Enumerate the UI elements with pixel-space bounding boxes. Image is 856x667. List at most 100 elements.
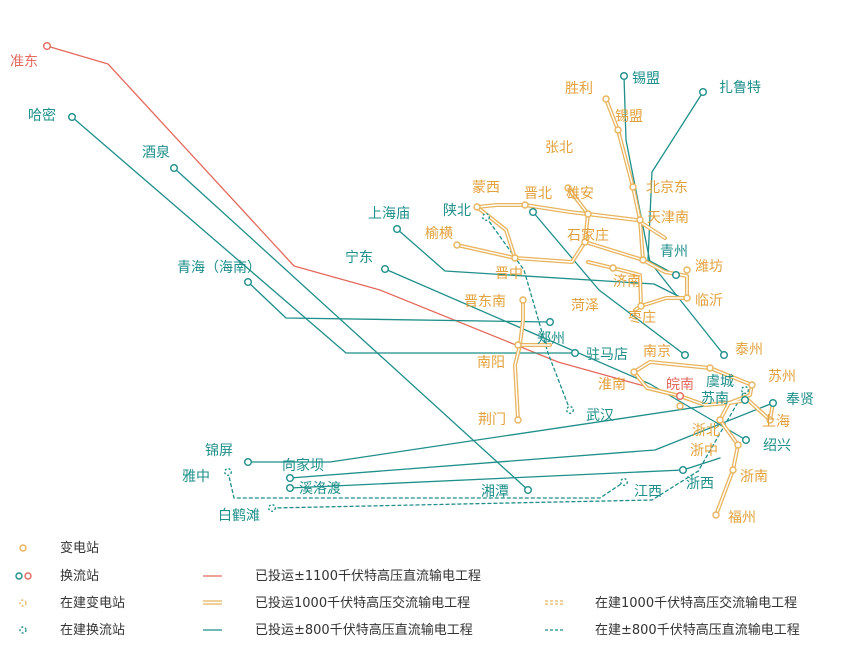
line-baihetan-zhexi xyxy=(271,469,701,509)
station-qinghai xyxy=(243,278,252,287)
label-wuhan: 武汉 xyxy=(586,408,614,424)
label-wannan: 皖南 xyxy=(666,377,694,393)
station-shanghaimiao xyxy=(393,224,402,233)
station-fengxian xyxy=(769,399,778,408)
station-jinbei-ac xyxy=(521,201,529,209)
line-zhundong-wannan xyxy=(46,45,681,397)
label-fengxian: 奉贤 xyxy=(786,392,814,408)
label-zhenan: 浙南 xyxy=(740,469,768,485)
station-yazhong xyxy=(223,468,232,477)
legend-800kv-dc-construction-label: 在建±800千伏特高压直流输电工程 xyxy=(595,622,800,638)
station-jinbei xyxy=(529,207,538,216)
label-zhexi: 浙西 xyxy=(686,476,714,492)
label-ximeng-ac: 锡盟 xyxy=(615,109,643,125)
label-yucheng: 虞城 xyxy=(706,374,734,390)
station-zhezhong xyxy=(734,441,742,449)
label-zhumadian: 驻马店 xyxy=(586,347,628,363)
station-zhebei xyxy=(716,416,724,424)
station-xiangjiaba xyxy=(286,474,295,483)
label-mengxi: 蒙西 xyxy=(472,180,500,196)
legend-converter-symbol-red xyxy=(24,572,32,580)
label-tianjinnan: 天津南 xyxy=(647,210,689,226)
line-ningdong-shaoxing xyxy=(384,268,747,441)
station-tianjinnan xyxy=(636,216,644,224)
line-jinbei-nanjing xyxy=(532,211,686,356)
station-zhalute xyxy=(699,87,708,96)
station-zhumadian xyxy=(571,349,580,358)
label-qinghai: 青海（海南） xyxy=(177,260,261,276)
line-hami-zhengzhou xyxy=(71,116,576,354)
legend-converter-construction-symbol xyxy=(19,626,27,634)
legend-converter-label: 换流站 xyxy=(60,569,99,584)
station-jiuquan xyxy=(169,163,178,172)
station-heze xyxy=(609,264,617,272)
station-beijingdong xyxy=(629,183,637,191)
station-zaozhuang xyxy=(637,302,645,310)
label-heze: 菏泽 xyxy=(571,298,599,314)
label-shaoxing: 绍兴 xyxy=(763,438,791,454)
station-suzhou xyxy=(748,381,756,389)
label-ningdong: 宁东 xyxy=(345,249,373,266)
label-hami: 哈密 xyxy=(28,107,56,124)
label-nanjing: 南京 xyxy=(643,344,671,360)
station-hami xyxy=(67,112,76,121)
station-shanghai-ac xyxy=(766,416,774,424)
legend-1100kv-dc-label: 已投运±1100千伏特高压直流输电工程 xyxy=(255,568,481,584)
line-shanbei-wuhan xyxy=(485,216,571,411)
label-fuzhou: 福州 xyxy=(728,510,756,526)
station-yuheng xyxy=(453,241,461,249)
station-jinping xyxy=(243,458,252,467)
line-zhalute-qingzhou xyxy=(647,91,704,276)
label-qingzhou: 青州 xyxy=(660,244,688,260)
station-jiangxi xyxy=(620,478,629,487)
label-zhezhong: 浙中 xyxy=(690,443,718,459)
label-suzhou: 苏州 xyxy=(768,369,796,385)
label-jiuquan: 酒泉 xyxy=(142,144,170,161)
label-jiangxi: 江西 xyxy=(634,484,662,500)
label-shengli: 胜利 xyxy=(565,81,593,97)
station-wannan-dc xyxy=(676,392,685,401)
station-zhangbei xyxy=(564,184,572,192)
line-yazhong-jiangxi xyxy=(227,471,625,499)
label-xiangtan: 湘潭 xyxy=(481,483,509,500)
station-jindongnan xyxy=(519,296,527,304)
legend-substation-construction-symbol xyxy=(19,599,27,607)
lines-layer xyxy=(46,45,775,517)
line-shanghaimiao-linyi xyxy=(396,228,687,301)
label-zhalute: 扎鲁特 xyxy=(719,80,761,96)
line-xiangjiaba-fengxian xyxy=(289,402,774,479)
legend-converter-symbol-teal xyxy=(15,572,23,580)
station-jinzhong xyxy=(511,254,519,262)
label-jinping: 锦屏 xyxy=(205,442,233,459)
label-jindongnan: 晋东南 xyxy=(464,294,506,310)
station-wuhan xyxy=(566,406,575,415)
station-sunan xyxy=(741,396,750,405)
station-qingzhou xyxy=(672,271,681,280)
label-baihetan: 白鹤滩 xyxy=(218,508,260,524)
station-fuzhou xyxy=(712,511,720,519)
station-ximeng-dc xyxy=(620,71,629,80)
station-zhengzhou xyxy=(546,318,555,327)
station-jinan xyxy=(639,256,647,264)
station-zhundong xyxy=(43,42,52,51)
label-zhangbei: 张北 xyxy=(545,140,573,156)
label-zhengzhou: 郑州 xyxy=(537,331,565,347)
label-zhebei: 浙北 xyxy=(692,423,720,439)
station-zhenan xyxy=(729,466,737,474)
label-xiongan: 雄安 xyxy=(566,186,594,202)
line-jiuquan-xiangtan xyxy=(173,167,529,491)
legend-substation-construction-label: 在建变电站 xyxy=(60,595,125,611)
label-linyi: 临沂 xyxy=(695,293,723,309)
station-shijiazhuang xyxy=(581,238,589,246)
station-mengxi xyxy=(473,203,481,211)
station-xiangtan xyxy=(524,486,533,495)
label-weifang: 潍坊 xyxy=(695,259,723,275)
legend-800kv-dc-label: 已投运±800千伏特高压直流输电工程 xyxy=(255,622,473,638)
label-sunan: 苏南 xyxy=(701,391,729,407)
label-shijiazhuang: 石家庄 xyxy=(567,227,609,244)
legend: 变电站 换流站 在建变电站 在建换流站 已投运±1100千伏特高压直流输电工程 … xyxy=(15,540,800,638)
label-xiangjiaba: 向家坝 xyxy=(282,457,324,474)
label-ximeng-dc: 锡盟 xyxy=(632,71,660,87)
station-taizhou xyxy=(720,351,729,360)
